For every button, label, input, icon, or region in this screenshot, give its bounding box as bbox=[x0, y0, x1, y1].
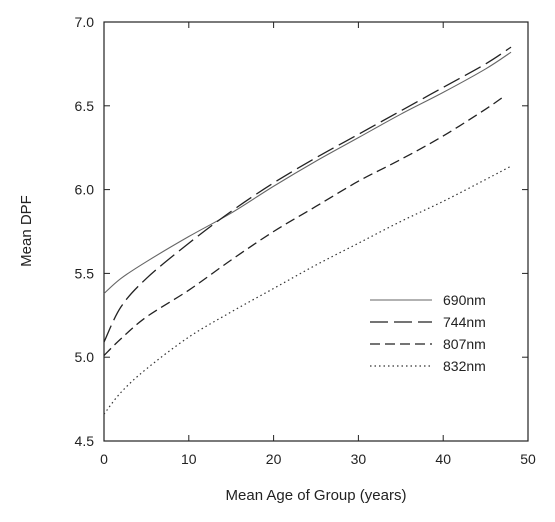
series-line-807nm bbox=[103, 96, 503, 356]
legend: 690nm 744nm 807nm 832nm bbox=[370, 292, 486, 374]
legend-label: 832nm bbox=[443, 358, 486, 374]
series-line-690nm bbox=[103, 51, 512, 294]
x-tick-label: 20 bbox=[266, 451, 282, 467]
y-tick-label: 5.5 bbox=[75, 265, 95, 281]
legend-label: 690nm bbox=[443, 292, 486, 308]
legend-label: 807nm bbox=[443, 336, 486, 352]
x-tick-label: 40 bbox=[435, 451, 451, 467]
legend-label: 744nm bbox=[443, 314, 486, 330]
series-line-744nm bbox=[103, 46, 512, 343]
x-tick-label: 50 bbox=[520, 451, 536, 467]
series-layer bbox=[103, 46, 512, 415]
plot-frame bbox=[103, 21, 529, 442]
x-tick-label: 30 bbox=[351, 451, 367, 467]
axis-ticks: 0 10 20 30 40 50 4.5 5.0 5.5 6.0 6.5 7.0 bbox=[75, 14, 536, 467]
series-line-832nm bbox=[103, 165, 512, 415]
y-tick-label: 6.0 bbox=[75, 182, 95, 198]
y-tick-label: 4.5 bbox=[75, 433, 95, 449]
x-axis-label: Mean Age of Group (years) bbox=[226, 487, 407, 504]
y-tick-label: 5.0 bbox=[75, 349, 95, 365]
x-tick-label: 10 bbox=[181, 451, 197, 467]
y-axis-label: Mean DPF bbox=[18, 195, 35, 267]
y-tick-label: 7.0 bbox=[75, 14, 95, 30]
x-tick-label: 0 bbox=[100, 451, 108, 467]
y-tick-label: 6.5 bbox=[75, 98, 95, 114]
